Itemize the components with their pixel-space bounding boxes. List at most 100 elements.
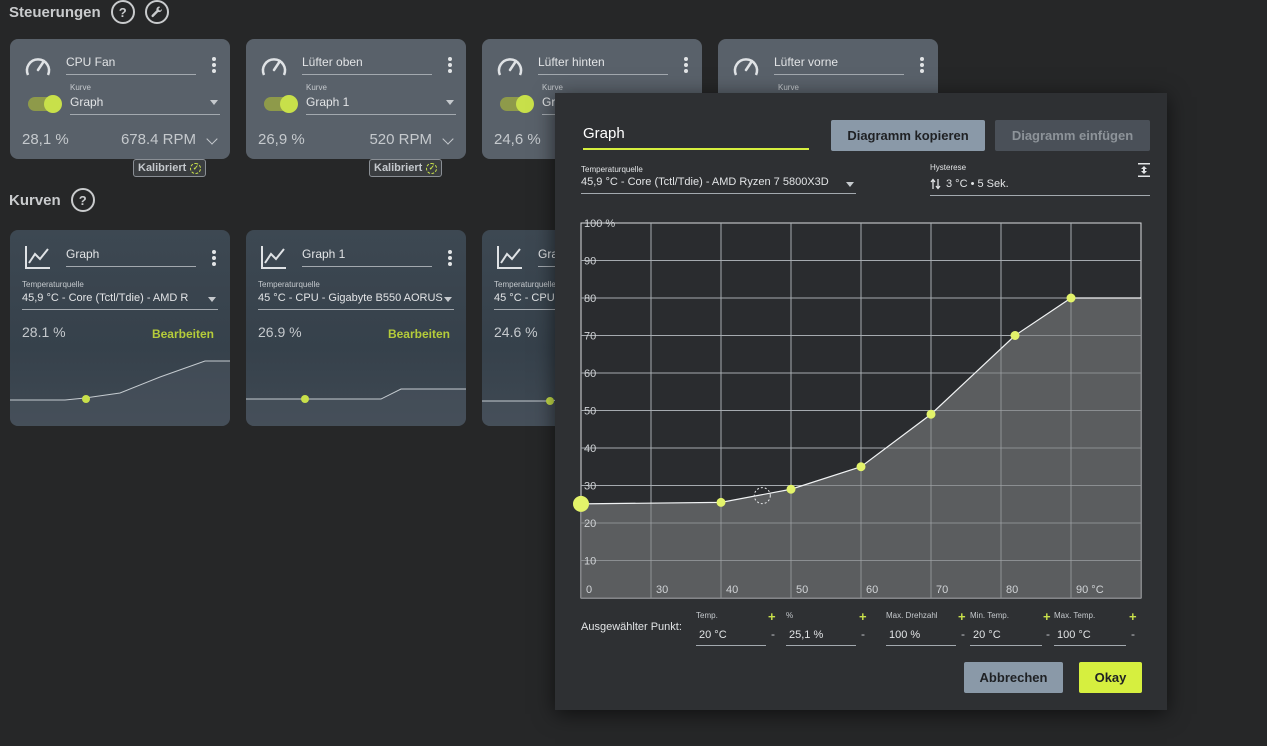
pct-plus-button[interactable]: +	[859, 609, 867, 624]
pct-minus-button[interactable]: -	[861, 627, 865, 641]
temperature-source-label: Temperaturquelle	[494, 280, 556, 289]
min-temp-field[interactable]: Min. Temp. 20 °C	[970, 611, 1042, 646]
edit-button[interactable]: Bearbeiten	[151, 327, 214, 341]
temperature-source-select[interactable]: Temperaturquelle 45 °C - CPU - Gigabyte B…	[258, 280, 454, 310]
curves-section-title: Kurven ?	[9, 188, 95, 212]
cancel-button[interactable]: Abbrechen	[964, 662, 1063, 693]
curve-select[interactable]: Kurve	[778, 83, 928, 92]
temperature-source-value: 45 °C - CPU - Gigabyte B550 AORUS	[258, 289, 454, 310]
chevron-down-icon[interactable]	[206, 133, 218, 145]
min-temp-value[interactable]: 20 °C	[970, 623, 1042, 646]
control-rpm: 520 RPM	[369, 131, 432, 148]
y-tick-label: 20	[584, 518, 596, 530]
edit-button[interactable]: Bearbeiten	[387, 327, 450, 341]
curve-point[interactable]	[716, 497, 726, 507]
max-speed-plus-button[interactable]: +	[958, 609, 966, 624]
chevron-down-icon	[846, 182, 854, 187]
control-toggle[interactable]	[28, 95, 62, 113]
curve-card[interactable]: Graph Temperaturquelle 45,9 °C - Core (Tct…	[10, 230, 230, 426]
point-pct-field[interactable]: % 25,1 %	[786, 611, 856, 646]
min-temp-plus-button[interactable]: +	[1043, 609, 1051, 624]
curve-card[interactable]: Graph 1 Temperaturquelle 45 °C - CPU - Gig…	[246, 230, 466, 426]
control-card[interactable]: CPU Fan Kurve Graph 28,1 % 678.4 RPM	[10, 39, 230, 159]
y-tick-label: 70	[584, 331, 596, 343]
point-pct-value[interactable]: 25,1 %	[786, 623, 856, 646]
curve-percentage: 24.6 %	[494, 324, 538, 340]
help-icon[interactable]: ?	[110, 0, 135, 24]
max-speed-value[interactable]: 100 %	[886, 623, 956, 646]
curve-point[interactable]	[856, 462, 866, 472]
curve-point[interactable]	[1066, 293, 1076, 303]
curve-name[interactable]: Graph 1	[302, 247, 432, 267]
temperature-source-select[interactable]: Temperaturquelle 45,9 °C - Core (Tctl/Tdi…	[22, 280, 218, 310]
max-speed-minus-button[interactable]: -	[961, 627, 965, 641]
control-name[interactable]: Lüfter oben	[302, 55, 432, 75]
graph-name-input[interactable]: Graph	[583, 125, 809, 150]
fan-curve-chart[interactable]: 10 20 30 40 50 60 70 80 90 100 % 0 30 40 50 60 70 80 90 °…	[555, 93, 1167, 613]
more-menu-icon[interactable]	[684, 57, 688, 73]
temperature-source-select[interactable]: Temperaturquelle 45,9 °C - Core (Tctl/Td…	[581, 165, 856, 194]
controls-section-title: Steuerungen ?	[9, 0, 169, 24]
control-name[interactable]: Lüfter hinten	[538, 55, 668, 75]
x-tick-label: 90 °C	[1076, 584, 1104, 596]
curve-point[interactable]	[926, 409, 936, 419]
point-temp-field[interactable]: Temp. 20 °C	[696, 611, 766, 646]
control-toggle[interactable]	[500, 95, 534, 113]
more-menu-icon[interactable]	[920, 57, 924, 73]
curve-percentage: 28.1 %	[22, 324, 66, 340]
more-menu-icon[interactable]	[448, 57, 452, 73]
temp-plus-button[interactable]: +	[768, 609, 776, 624]
curve-point[interactable]	[573, 495, 589, 512]
max-temp-field[interactable]: Max. Temp. 100 °C	[1054, 611, 1126, 646]
hysteresis-field[interactable]: Hysterese 3 °C • 5 Sek.	[930, 163, 1150, 196]
curve-label: Kurve	[70, 83, 91, 92]
check-circle-icon: ✓	[426, 162, 438, 174]
mini-curve-preview	[246, 388, 466, 426]
max-temp-value[interactable]: 100 °C	[1054, 623, 1126, 646]
control-name[interactable]: CPU Fan	[66, 55, 196, 75]
selected-point-label: Ausgewählter Punkt:	[581, 621, 682, 633]
control-name[interactable]: Lüfter vorne	[774, 55, 904, 75]
curve-name[interactable]: Graph	[66, 247, 196, 267]
fit-height-icon[interactable]	[1138, 163, 1150, 177]
paste-chart-button[interactable]: Diagramm einfügen	[995, 120, 1150, 151]
control-toggle[interactable]	[264, 95, 298, 113]
calibrated-label: Kalibriert	[138, 162, 187, 174]
curve-select[interactable]: Kurve Graph 1	[306, 83, 456, 115]
more-menu-icon[interactable]	[212, 57, 216, 73]
current-temp-marker	[753, 487, 771, 505]
x-tick-label: 60	[866, 584, 878, 596]
max-temp-minus-button[interactable]: -	[1131, 627, 1135, 641]
chevron-down-icon	[208, 297, 216, 302]
curve-point[interactable]	[1010, 331, 1020, 340]
okay-button[interactable]: Okay	[1079, 662, 1142, 693]
y-tick-label: 100 %	[584, 218, 615, 230]
point-temp-value[interactable]: 20 °C	[696, 623, 766, 646]
y-tick-label: 50	[584, 406, 596, 418]
more-menu-icon[interactable]	[212, 250, 216, 266]
gauge-icon	[24, 53, 52, 79]
wrench-icon[interactable]	[144, 0, 169, 24]
curve-select[interactable]: Kurve Graph	[70, 83, 220, 115]
copy-chart-button[interactable]: Diagramm kopieren	[831, 120, 985, 151]
control-card[interactable]: Lüfter oben Kurve Graph 1 26,9 % 520 RPM	[246, 39, 466, 159]
more-menu-icon[interactable]	[448, 250, 452, 266]
help-icon[interactable]: ?	[70, 188, 95, 212]
chevron-down-icon	[444, 297, 452, 302]
control-percentage: 26,9 %	[258, 131, 305, 148]
line-chart-icon	[24, 244, 52, 270]
curve-point[interactable]	[786, 484, 796, 494]
graph-editor-dialog: Graph Diagramm kopieren Diagramm einfüge…	[555, 93, 1167, 710]
max-speed-field[interactable]: Max. Drehzahl 100 %	[886, 611, 956, 646]
hysteresis-label: Hysterese	[930, 163, 967, 172]
y-tick-label: 10	[584, 556, 596, 568]
x-tick-label: 0	[586, 584, 592, 596]
controls-title: Steuerungen	[9, 3, 101, 21]
curve-value: Graph 1	[306, 92, 456, 115]
max-temp-plus-button[interactable]: +	[1129, 609, 1137, 624]
temp-minus-button[interactable]: -	[771, 627, 775, 641]
y-tick-label: 90	[584, 256, 596, 268]
temperature-source-label: Temperaturquelle	[258, 280, 320, 289]
chevron-down-icon[interactable]	[442, 133, 454, 145]
min-temp-minus-button[interactable]: -	[1046, 627, 1050, 641]
